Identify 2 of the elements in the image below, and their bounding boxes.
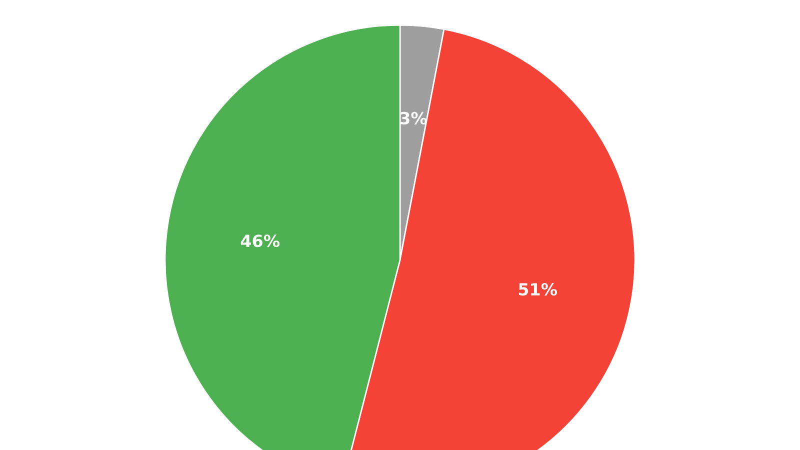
data-label: 51%: [518, 282, 558, 296]
data-label: 46%: [240, 234, 280, 248]
